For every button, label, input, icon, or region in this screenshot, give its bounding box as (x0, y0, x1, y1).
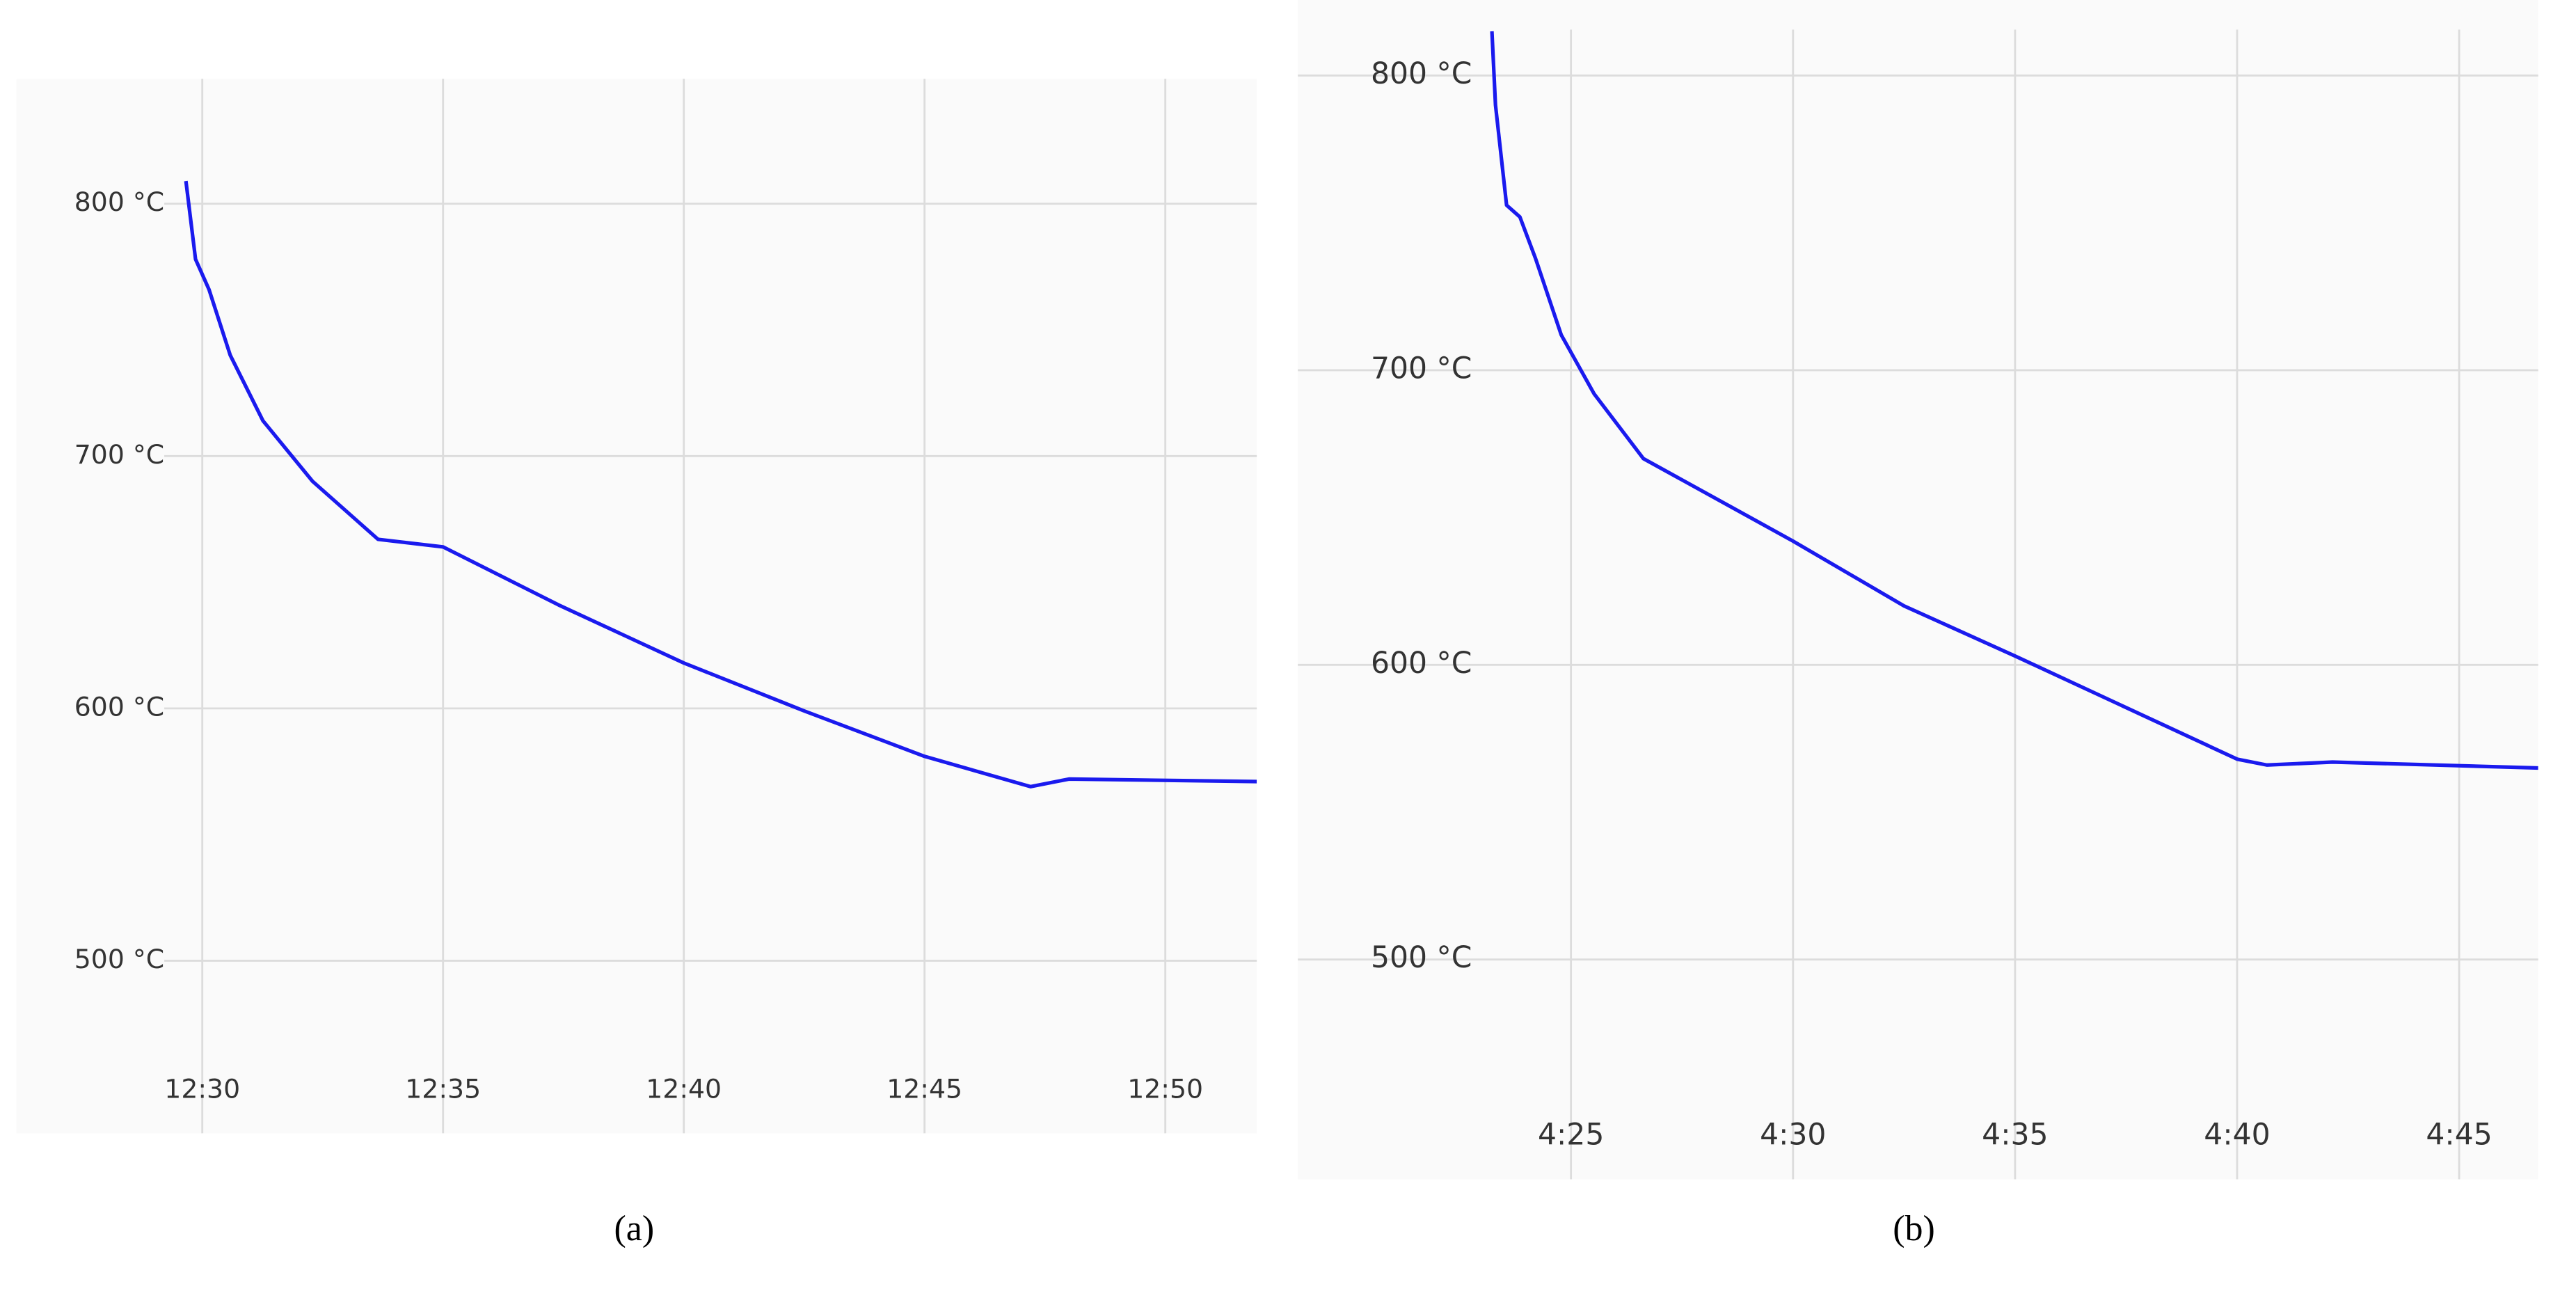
y-tick-label: 500 °C (1371, 941, 1472, 975)
x-tick-label: 12:50 (1127, 1074, 1203, 1104)
y-tick-label: 800 °C (74, 187, 164, 217)
data-line (1490, 31, 2538, 770)
x-tick-label: 4:25 (1538, 1118, 1604, 1153)
panel-background (16, 79, 1257, 1134)
x-tick-label: 4:45 (2426, 1118, 2492, 1153)
x-tick-label: 12:30 (164, 1074, 240, 1104)
x-tick-label: 4:40 (2204, 1118, 2270, 1153)
data-line (184, 180, 1257, 789)
y-tick-label: 600 °C (74, 691, 164, 722)
x-tick-label: 12:35 (405, 1074, 481, 1104)
x-tick-label: 12:40 (646, 1074, 722, 1104)
x-tick-label: 12:45 (887, 1074, 962, 1104)
y-tick-label: 500 °C (74, 944, 164, 974)
caption: (a) (614, 1209, 655, 1249)
y-tick-label: 700 °C (74, 439, 164, 470)
y-tick-label: 800 °C (1371, 57, 1472, 91)
panel-background (1298, 0, 2538, 1180)
y-tick-label: 600 °C (1371, 647, 1472, 681)
y-tick-label: 700 °C (1371, 351, 1472, 386)
x-tick-label: 4:30 (1760, 1118, 1826, 1153)
caption: (b) (1893, 1209, 1935, 1249)
x-tick-label: 4:35 (1982, 1118, 2048, 1153)
